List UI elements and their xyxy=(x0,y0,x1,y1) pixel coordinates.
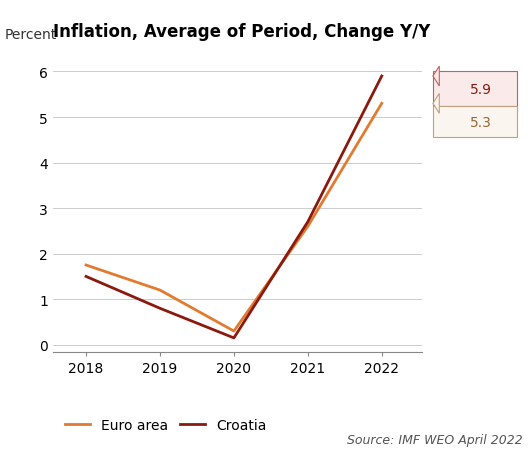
Croatia xyxy=(83,274,89,280)
Croatia xyxy=(379,74,385,79)
Text: Inflation, Average of Period, Change Y/Y: Inflation, Average of Period, Change Y/Y xyxy=(53,23,430,41)
Euro area xyxy=(157,288,163,293)
Euro area xyxy=(379,101,385,107)
Euro area xyxy=(231,329,237,334)
Text: Percent: Percent xyxy=(5,28,57,42)
Text: 5.9: 5.9 xyxy=(469,83,492,97)
Legend: Euro area, Croatia: Euro area, Croatia xyxy=(60,412,272,437)
Text: Source: IMF WEO April 2022: Source: IMF WEO April 2022 xyxy=(347,433,523,446)
Croatia xyxy=(231,336,237,341)
Line: Croatia: Croatia xyxy=(86,77,382,338)
Croatia xyxy=(305,220,311,225)
Euro area xyxy=(305,224,311,230)
Text: 5.3: 5.3 xyxy=(469,115,492,129)
Line: Euro area: Euro area xyxy=(86,104,382,331)
Euro area xyxy=(83,263,89,268)
Croatia xyxy=(157,306,163,311)
